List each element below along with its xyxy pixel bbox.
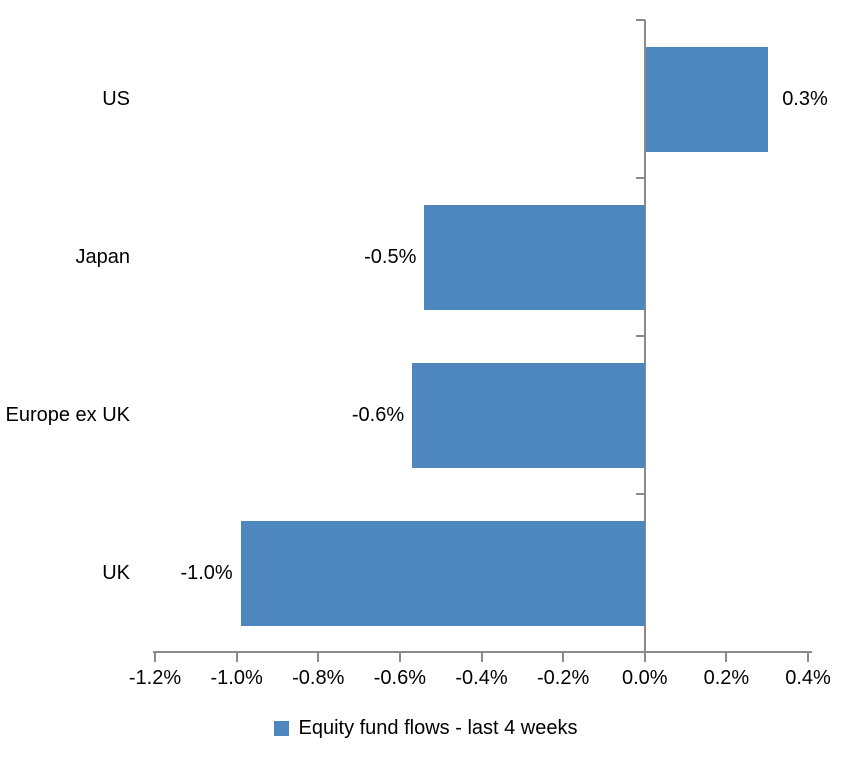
bar-europe-ex-uk <box>412 362 645 468</box>
bar-value-label-us: 0.3% <box>782 88 828 110</box>
x-axis-tick <box>725 653 728 662</box>
x-axis-tick-label: 0.4% <box>785 667 831 689</box>
category-axis-tick <box>635 335 645 337</box>
bar-value-label-uk: -1.0% <box>180 562 233 584</box>
bar-uk <box>240 520 645 626</box>
x-axis-tick-label: -0.8% <box>292 667 345 689</box>
category-axis-tick <box>635 19 645 21</box>
x-axis-tick-label: -0.4% <box>455 667 508 689</box>
legend-color-swatch <box>274 720 290 736</box>
x-axis-tick-label: 0.2% <box>703 667 750 689</box>
x-axis-tick <box>807 653 809 662</box>
legend: Equity fund flows - last 4 weeks <box>0 712 852 744</box>
x-axis-tick-label: -1.0% <box>210 667 263 689</box>
zero-axis-line <box>643 20 646 652</box>
x-axis-tick <box>562 653 565 662</box>
x-axis-tick <box>643 653 646 662</box>
x-axis-tick <box>235 653 238 662</box>
category-label-uk: UK <box>102 562 130 584</box>
bar-value-label-europe-ex-uk: -0.6% <box>351 404 405 426</box>
category-label-europe-ex-uk: Europe ex UK <box>5 404 130 426</box>
x-axis-line <box>153 651 812 653</box>
x-axis-tick-label: -0.2% <box>537 667 590 689</box>
bar-value-label-japan: -0.5% <box>364 246 417 268</box>
x-axis-tick-label: 0.0% <box>621 667 668 689</box>
x-axis-tick <box>154 653 156 662</box>
category-label-japan: Japan <box>75 246 131 268</box>
x-axis-tick-label: -0.6% <box>373 667 426 689</box>
category-label-us: US <box>102 88 130 110</box>
bar-japan <box>424 204 645 310</box>
x-axis-tick <box>480 653 483 662</box>
x-axis-tick <box>398 653 401 662</box>
legend-label: Equity fund flows - last 4 weeks <box>298 717 578 739</box>
x-axis-tick <box>317 653 320 662</box>
category-axis-tick <box>635 493 645 495</box>
bar-us <box>645 46 769 152</box>
category-axis-tick <box>635 177 645 179</box>
x-axis-tick-label: -1.2% <box>128 667 182 689</box>
